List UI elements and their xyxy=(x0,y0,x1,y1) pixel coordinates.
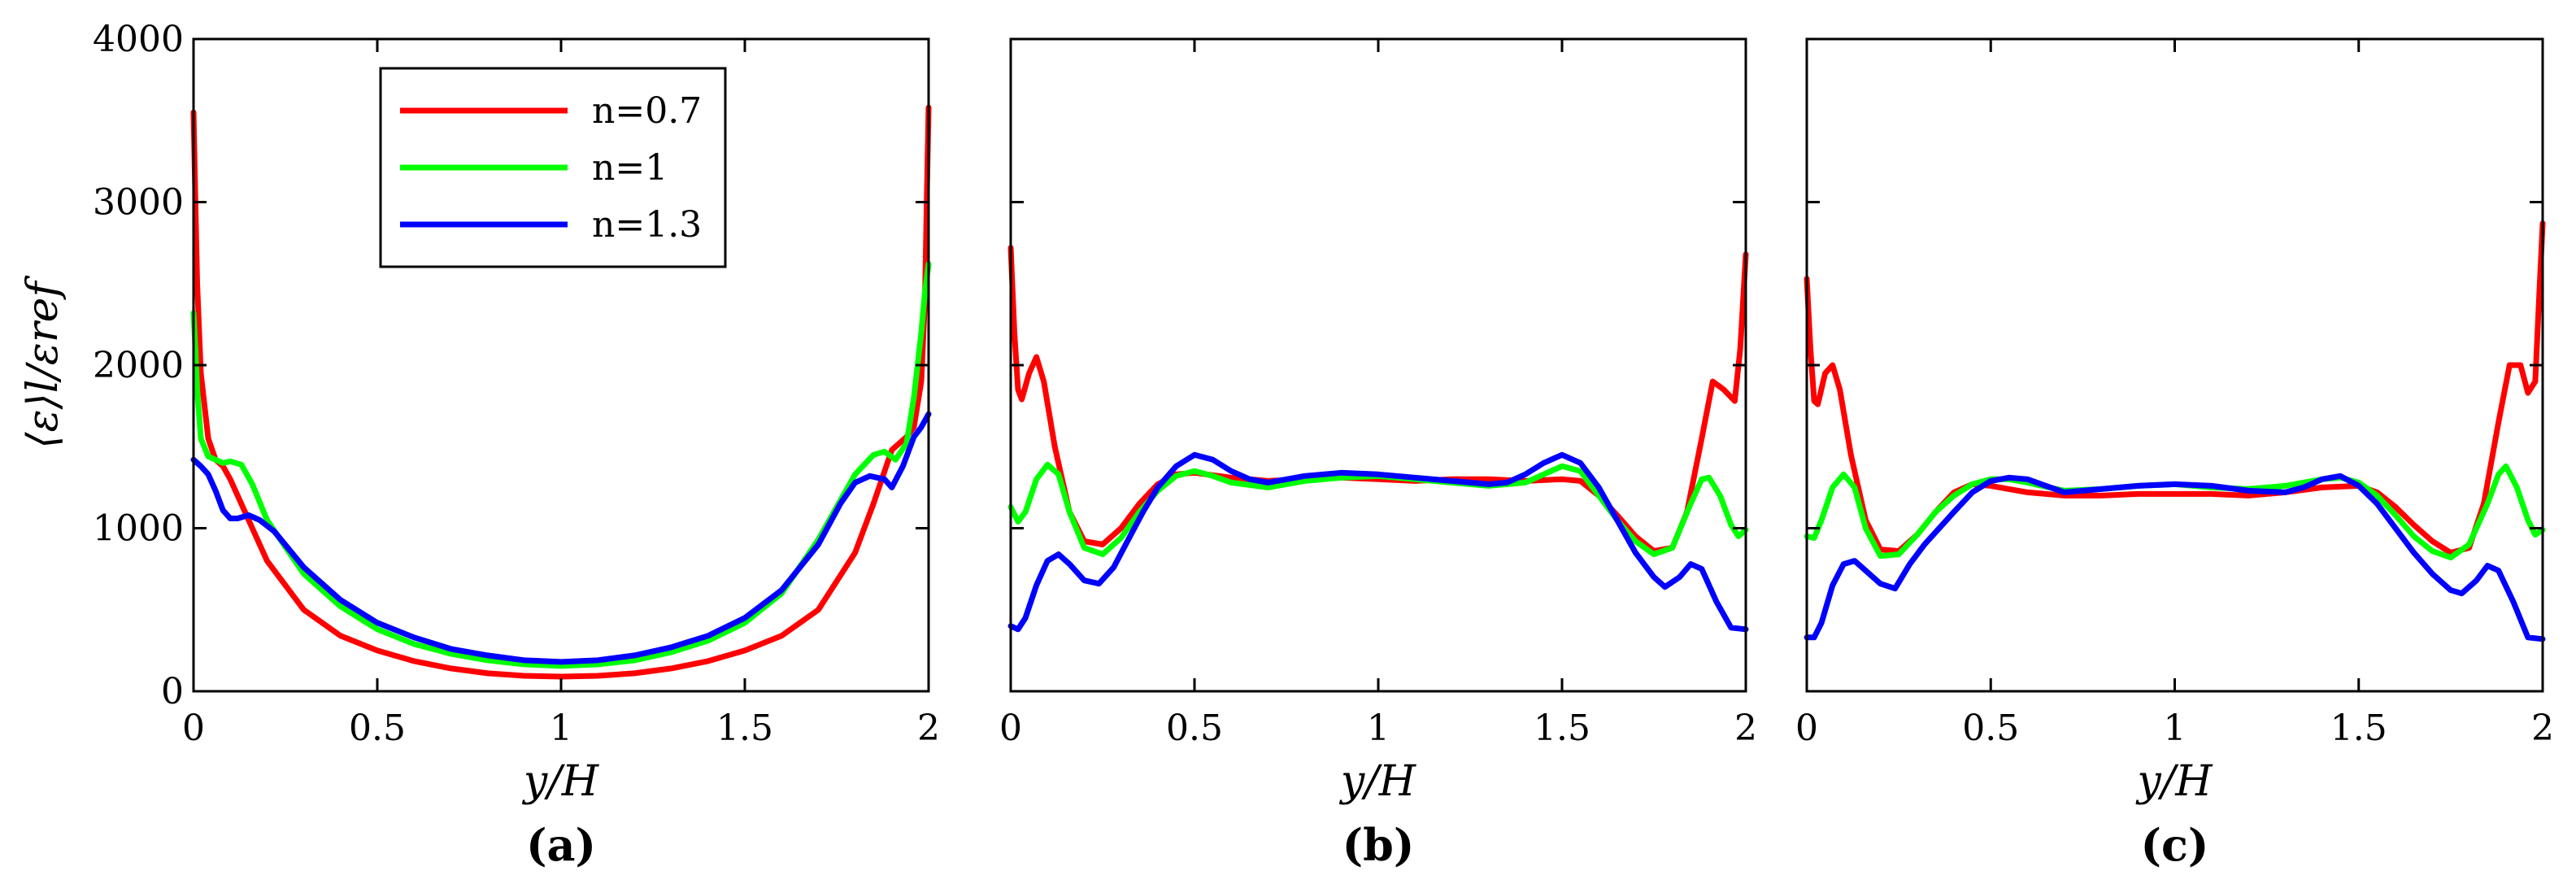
x-tick-label: 1.5 xyxy=(2330,708,2387,749)
panel-label: (a) xyxy=(526,819,596,871)
x-tick-label: 2 xyxy=(1734,708,1757,749)
y-tick-label: 4000 xyxy=(93,19,184,60)
x-axis-label: y/H xyxy=(522,757,600,806)
x-tick-label: 0 xyxy=(999,708,1022,749)
panel-1: 0 0.5 1 1.5 2 0 1000 2000 3000 4000 y/H (a) ⟨ε⟩l/εre… xyxy=(19,19,940,871)
y-tick-label: 3000 xyxy=(93,182,184,224)
x-tick-label: 0.5 xyxy=(349,708,406,749)
panel-2: 0 0.5 1 1.5 2 y/H (b) xyxy=(999,37,1757,871)
x-tick-label: 0 xyxy=(182,708,205,749)
x-tick-label: 0 xyxy=(1795,708,1818,749)
x-axis-label: y/H xyxy=(2135,757,2213,806)
series-line-n1 xyxy=(190,261,932,669)
series-line-n07 xyxy=(1804,220,2546,556)
x-axis-label: y/H xyxy=(1339,757,1417,806)
axes-frame xyxy=(1805,37,2544,693)
x-tick-label: 0.5 xyxy=(1962,708,2019,749)
series-line-n13 xyxy=(1804,472,2546,642)
y-tick-label: 0 xyxy=(161,671,184,712)
legend-label: n=1 xyxy=(592,147,668,189)
x-tick-label: 2 xyxy=(917,708,940,749)
panel-label: (c) xyxy=(2141,819,2209,871)
panel-3: 0 0.5 1 1.5 2 y/H (c) xyxy=(1795,37,2554,871)
legend: n=0.7 n=1 n=1.3 xyxy=(379,67,727,268)
x-tick-label: 1 xyxy=(550,708,572,749)
y-tick-label: 2000 xyxy=(93,345,184,386)
y-axis-label: ⟨ε⟩l/εref xyxy=(19,276,67,449)
x-tick-label: 1.5 xyxy=(1534,708,1590,749)
panel-label: (b) xyxy=(1342,819,1415,871)
series-line-n1 xyxy=(1007,461,1749,558)
x-tick-label: 1 xyxy=(1367,708,1390,749)
series-line-n07 xyxy=(1007,245,1749,555)
axes-frame xyxy=(1009,37,1747,693)
series-line-n13 xyxy=(190,411,932,665)
x-tick-label: 1.5 xyxy=(716,708,773,749)
y-tick-label: 1000 xyxy=(93,508,184,550)
legend-label: n=0.7 xyxy=(592,90,702,132)
x-tick-label: 0.5 xyxy=(1166,708,1223,749)
x-tick-label: 2 xyxy=(2531,708,2554,749)
series-line-n13 xyxy=(1007,451,1749,633)
legend-label: n=1.3 xyxy=(592,204,702,246)
x-tick-label: 1 xyxy=(2164,708,2187,749)
